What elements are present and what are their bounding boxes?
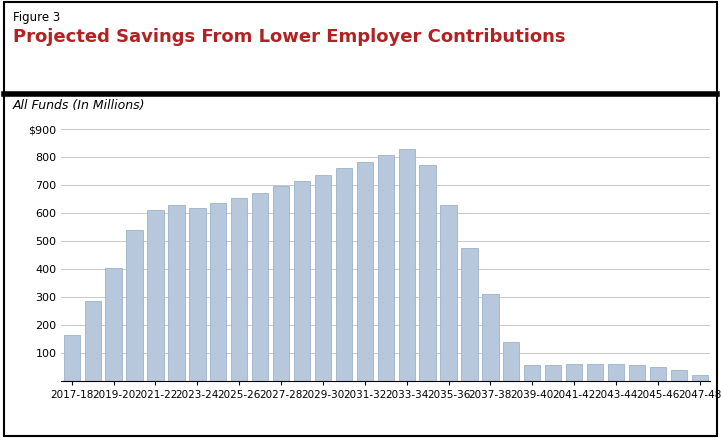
- Bar: [608, 364, 624, 381]
- Bar: [399, 149, 415, 381]
- Bar: [147, 210, 164, 381]
- Bar: [629, 365, 645, 381]
- Bar: [189, 208, 205, 381]
- Bar: [671, 370, 687, 381]
- Bar: [315, 175, 331, 381]
- Bar: [482, 294, 498, 381]
- Bar: [231, 198, 247, 381]
- Text: All Funds (In Millions): All Funds (In Millions): [13, 99, 146, 112]
- Bar: [336, 168, 352, 381]
- Bar: [378, 155, 394, 381]
- Bar: [357, 162, 373, 381]
- Bar: [503, 342, 520, 381]
- Bar: [587, 364, 603, 381]
- Bar: [168, 205, 185, 381]
- Bar: [294, 181, 310, 381]
- Bar: [273, 186, 289, 381]
- Bar: [252, 193, 268, 381]
- Bar: [566, 364, 583, 381]
- Bar: [441, 205, 456, 381]
- Bar: [420, 165, 435, 381]
- Bar: [63, 335, 80, 381]
- Bar: [650, 367, 666, 381]
- Bar: [210, 203, 226, 381]
- Bar: [84, 301, 101, 381]
- Text: Projected Savings From Lower Employer Contributions: Projected Savings From Lower Employer Co…: [13, 28, 565, 46]
- Bar: [461, 248, 477, 381]
- Bar: [126, 230, 143, 381]
- Bar: [691, 375, 708, 381]
- Bar: [524, 365, 541, 381]
- Bar: [105, 268, 122, 381]
- Text: Figure 3: Figure 3: [13, 11, 61, 24]
- Bar: [545, 365, 562, 381]
